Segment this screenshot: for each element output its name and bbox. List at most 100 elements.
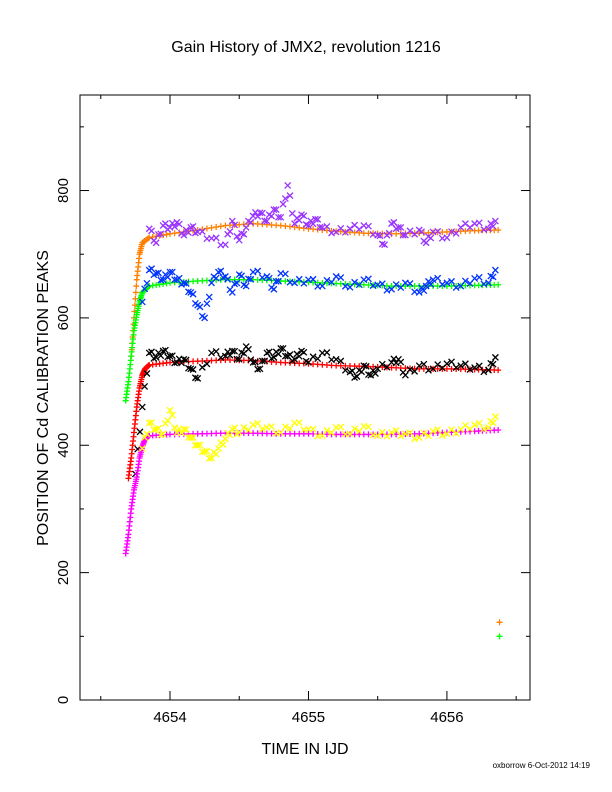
data-point bbox=[143, 279, 151, 287]
data-point bbox=[429, 276, 437, 284]
data-point bbox=[152, 353, 160, 361]
data-point bbox=[258, 209, 266, 217]
plot-frame bbox=[79, 94, 531, 701]
data-point bbox=[286, 425, 294, 433]
data-point bbox=[495, 367, 502, 374]
data-point bbox=[378, 240, 386, 248]
data-point bbox=[427, 234, 435, 242]
data-point bbox=[434, 426, 442, 434]
data-point bbox=[268, 212, 275, 220]
data-point bbox=[148, 227, 155, 235]
series-6 bbox=[122, 426, 502, 557]
footer-credit: oxborrow 6-Oct-2012 14:19 bbox=[493, 761, 591, 770]
data-point bbox=[323, 276, 331, 284]
data-point bbox=[397, 432, 405, 440]
data-point bbox=[228, 288, 236, 296]
data-point bbox=[489, 419, 497, 427]
data-point bbox=[495, 227, 502, 234]
data-point bbox=[300, 348, 308, 356]
data-point bbox=[242, 282, 250, 290]
data-point bbox=[491, 217, 499, 225]
data-point bbox=[360, 362, 368, 370]
data-point bbox=[141, 383, 149, 390]
data-point bbox=[258, 357, 266, 365]
data-point bbox=[383, 432, 391, 440]
data-point bbox=[466, 366, 474, 373]
series-4 bbox=[125, 356, 502, 482]
data-point bbox=[247, 218, 255, 226]
data-point bbox=[415, 362, 423, 370]
data-point bbox=[399, 231, 407, 239]
data-point bbox=[133, 283, 140, 290]
data-point bbox=[452, 229, 460, 237]
data-point bbox=[180, 279, 188, 287]
data-point bbox=[178, 429, 185, 437]
data-point bbox=[485, 366, 492, 374]
data-point bbox=[189, 222, 197, 230]
data-point bbox=[452, 284, 460, 291]
data-point bbox=[318, 282, 326, 290]
data-point bbox=[217, 223, 224, 230]
data-point bbox=[443, 360, 451, 368]
data-point bbox=[136, 428, 144, 436]
data-point bbox=[203, 300, 211, 308]
data-point bbox=[212, 347, 220, 355]
data-point bbox=[281, 352, 289, 360]
data-point bbox=[143, 430, 151, 438]
data-point bbox=[378, 360, 386, 368]
data-point bbox=[496, 633, 503, 640]
data-point bbox=[189, 290, 197, 298]
data-point bbox=[448, 358, 455, 366]
data-point bbox=[150, 426, 158, 434]
data-point bbox=[475, 362, 483, 370]
data-point bbox=[420, 287, 428, 295]
data-point bbox=[485, 225, 492, 233]
data-point bbox=[323, 426, 331, 434]
data-point bbox=[362, 362, 370, 370]
data-point bbox=[452, 364, 460, 372]
data-point bbox=[132, 289, 139, 296]
data-point bbox=[270, 206, 278, 214]
data-point bbox=[228, 217, 236, 225]
data-point bbox=[392, 426, 400, 434]
data-point bbox=[161, 346, 169, 354]
data-point bbox=[131, 308, 138, 315]
data-point bbox=[275, 213, 282, 221]
data-point bbox=[159, 276, 167, 284]
data-point bbox=[166, 268, 174, 276]
data-point bbox=[138, 444, 146, 452]
data-point bbox=[397, 358, 405, 366]
data-point bbox=[425, 366, 432, 374]
data-point bbox=[443, 234, 451, 242]
data-point bbox=[374, 231, 382, 239]
data-point bbox=[480, 368, 488, 376]
data-point bbox=[261, 357, 269, 365]
data-point bbox=[198, 228, 206, 235]
data-point bbox=[185, 229, 192, 237]
data-point bbox=[491, 266, 499, 274]
data-point bbox=[240, 230, 248, 238]
y-tick-label: 600 bbox=[55, 305, 72, 330]
data-point bbox=[168, 268, 176, 276]
data-point bbox=[420, 429, 428, 437]
series-3 bbox=[138, 265, 499, 322]
data-point bbox=[332, 228, 340, 236]
data-point bbox=[208, 224, 215, 231]
data-point bbox=[231, 221, 239, 229]
data-point bbox=[182, 280, 190, 287]
data-point bbox=[258, 425, 266, 433]
data-point bbox=[180, 355, 188, 363]
data-point bbox=[155, 269, 162, 277]
data-point bbox=[180, 231, 188, 239]
data-point bbox=[314, 215, 322, 223]
data-point bbox=[406, 280, 414, 287]
data-point bbox=[157, 230, 165, 238]
data-point bbox=[240, 423, 248, 431]
data-point bbox=[281, 195, 289, 203]
data-point bbox=[461, 360, 469, 368]
data-point bbox=[337, 357, 345, 365]
data-point bbox=[265, 348, 273, 356]
data-point bbox=[205, 293, 213, 301]
data-point bbox=[485, 279, 492, 287]
x-axis-label: TIME IN IJD bbox=[261, 741, 348, 758]
